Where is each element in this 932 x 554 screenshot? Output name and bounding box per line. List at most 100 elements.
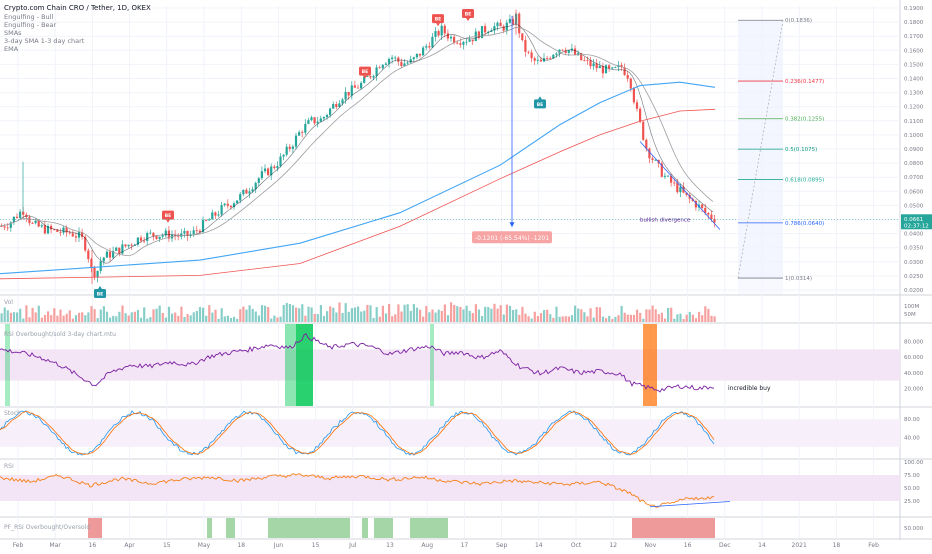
candle-body [115, 247, 118, 251]
volume-bar [78, 312, 81, 322]
price-tick-label: 0.0350 [904, 246, 924, 252]
volume-bar [701, 315, 704, 322]
volume-bar [543, 310, 546, 322]
volume-bar [605, 318, 608, 322]
volume-bar [446, 315, 450, 322]
volume-bar [595, 307, 598, 322]
candle-body [589, 60, 592, 67]
volume-bar [288, 303, 291, 322]
fibonacci-tool[interactable]: 0(0.1836) 0.236(0.1477) 0.382(0.1255) 0.5(0… [737, 18, 824, 294]
legend-3day-sma[interactable]: 3-day SMA 1-3 day chart [4, 37, 85, 45]
candle-body [251, 189, 254, 192]
candle-body [456, 42, 459, 44]
bear-signal-pointer [363, 75, 367, 79]
stoch-tick-label: 80.00 [904, 417, 920, 423]
volume-bar [567, 316, 570, 322]
price-pane[interactable]: BE BE BE BE BE BE -0.1201 (-65.54%) -1201 bulli… [0, 9, 900, 299]
candle-body [642, 121, 645, 140]
volume-bar [673, 318, 676, 322]
volume-bar [270, 318, 273, 322]
volume-bar [698, 311, 701, 322]
volume-bar [524, 313, 527, 322]
volume-bar [233, 316, 236, 322]
candle-body [580, 53, 583, 61]
candle-body [654, 159, 657, 161]
candle-body [338, 103, 341, 108]
candle-body [468, 39, 471, 42]
signal-pane-label[interactable]: PF_RSI Overbought/Oversold [4, 524, 91, 531]
measure-label: -0.1201 (-65.54%) -1201 [475, 235, 549, 242]
sma-slow-line [0, 81, 716, 275]
rsi2-tick-label: 100.00 [904, 460, 924, 466]
candle-body [40, 225, 43, 227]
candle-body [3, 226, 6, 228]
legend-smas[interactable]: SMAs [4, 29, 22, 37]
legend-engulfing-bear[interactable]: Engulfing - Bear [4, 21, 57, 29]
volume-bar [130, 312, 133, 322]
time-tick-label: Nov [645, 542, 657, 549]
rsi2-tick-label: 25.00 [904, 499, 920, 505]
fib-level-label: 0.786(0.0640) [785, 221, 824, 227]
candle-body [570, 48, 573, 51]
volume-bar [437, 309, 440, 322]
stoch-d-line [0, 410, 715, 455]
rsi2-pane-label[interactable]: RSI [4, 463, 14, 470]
bull-signal-label: BE [537, 102, 544, 108]
rsi2-pane[interactable] [0, 473, 900, 508]
stoch-pane[interactable] [0, 410, 900, 456]
volume-bar [282, 304, 285, 322]
time-axis[interactable]: Feb Mar 16 Apr 15 May 18 Jun 15 Jul 13 Aug 17 Sep 14 Oc… [13, 542, 879, 549]
volume-bar [372, 318, 375, 322]
candle-body [6, 227, 9, 229]
candle-body [400, 61, 403, 67]
volume-bar [679, 313, 682, 322]
volume-pane-label[interactable]: Vol [4, 299, 13, 306]
candle-body [350, 85, 353, 96]
candle-body [341, 99, 344, 104]
bear-signal-label: BE [362, 69, 369, 75]
candle-body [9, 222, 12, 228]
price-axis[interactable]: 0.1900 0.1800 0.1700 0.1600 0.1500 0.1400 0.13… [901, 6, 932, 532]
bear-signal-label: BE [435, 17, 442, 23]
time-tick-label: Apr [124, 542, 135, 549]
symbol-title[interactable]: Crypto.com Chain CRO / Tether, 1D, OKEX [4, 4, 151, 12]
candle-body [177, 235, 180, 237]
candle-body [614, 67, 617, 68]
candle-body [623, 67, 626, 76]
candle-body [102, 257, 105, 262]
bear-signal-pointer [166, 219, 170, 223]
candle-body [539, 59, 542, 62]
candle-body [477, 31, 480, 39]
candle-body [68, 232, 71, 234]
legend-ema[interactable]: EMA [4, 45, 19, 53]
volume-bar [257, 315, 260, 322]
volume-pane[interactable] [0, 302, 716, 322]
price-tick-label: 0.1500 [904, 62, 924, 68]
signal-pane[interactable] [88, 518, 715, 538]
volume-bar [617, 315, 620, 322]
current-price-tag [901, 214, 932, 230]
volume-bar [319, 305, 322, 322]
volume-bar [195, 310, 198, 322]
volume-bar [667, 307, 670, 322]
price-tick-label: 0.0200 [904, 288, 924, 294]
stoch-pane-label[interactable]: Stoch [4, 410, 21, 417]
volume-bar [335, 312, 338, 322]
time-tick-label: Oct [571, 542, 582, 549]
volume-bar [202, 307, 205, 322]
rsi-pane-label[interactable]: RSI Overbought/sold 3-day chart.mtu [4, 331, 116, 338]
time-tick-label: Mar [50, 542, 62, 549]
legend-engulfing-bull[interactable]: Engulfing - Bull [4, 13, 54, 21]
candle-body [406, 62, 409, 64]
candle-body [291, 146, 294, 149]
candle-body [378, 67, 381, 69]
bear-signal-badge [162, 210, 174, 220]
candle-body [409, 59, 412, 63]
candle-body [220, 205, 223, 215]
volume-bar [533, 311, 536, 322]
price-tick-label: 0.1200 [904, 105, 924, 111]
rsi-pane[interactable]: incredible buy [0, 324, 900, 406]
candle-body [369, 76, 372, 78]
